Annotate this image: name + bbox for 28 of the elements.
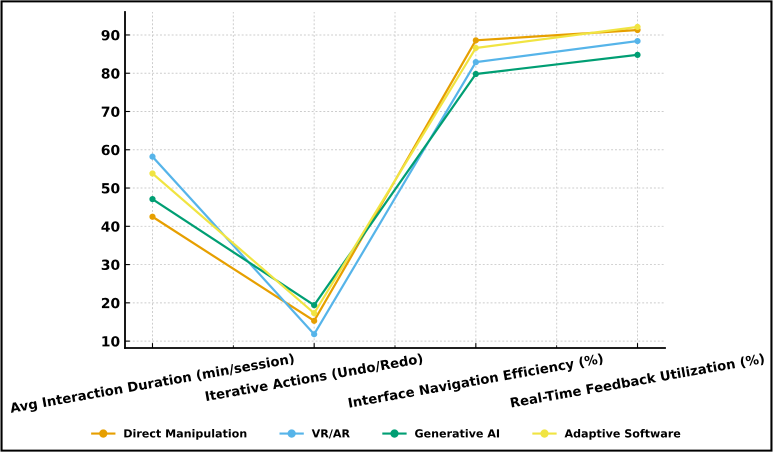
y-tick-label: 50: [102, 183, 120, 194]
point: [149, 196, 156, 202]
point: [634, 38, 641, 44]
y-tick-label: 20: [102, 298, 120, 308]
y-tick-label: 60: [102, 144, 120, 156]
y-tick-label: 80: [102, 68, 120, 79]
point: [311, 318, 318, 324]
point: [311, 331, 318, 338]
point: [149, 170, 156, 177]
point: [311, 310, 318, 316]
point: [472, 70, 479, 78]
point: [472, 44, 479, 52]
point: [634, 24, 641, 30]
point: [311, 302, 318, 308]
point: [149, 154, 156, 160]
legend-label: VR/AR: [312, 429, 350, 438]
y-tick-label: 70: [102, 106, 120, 117]
legend-label: Direct Manipulation: [124, 428, 246, 440]
point: [472, 37, 479, 44]
legend-label: Adaptive Software: [564, 428, 680, 440]
y-tick-label: 10: [102, 336, 120, 347]
point: [472, 59, 479, 66]
point: [149, 214, 156, 220]
point: [634, 52, 641, 58]
y-tick-label: 30: [102, 260, 120, 270]
y-tick-label: 90: [102, 30, 120, 40]
y-tick-label: 40: [101, 221, 120, 232]
legend-label: Generative AI: [415, 428, 500, 438]
